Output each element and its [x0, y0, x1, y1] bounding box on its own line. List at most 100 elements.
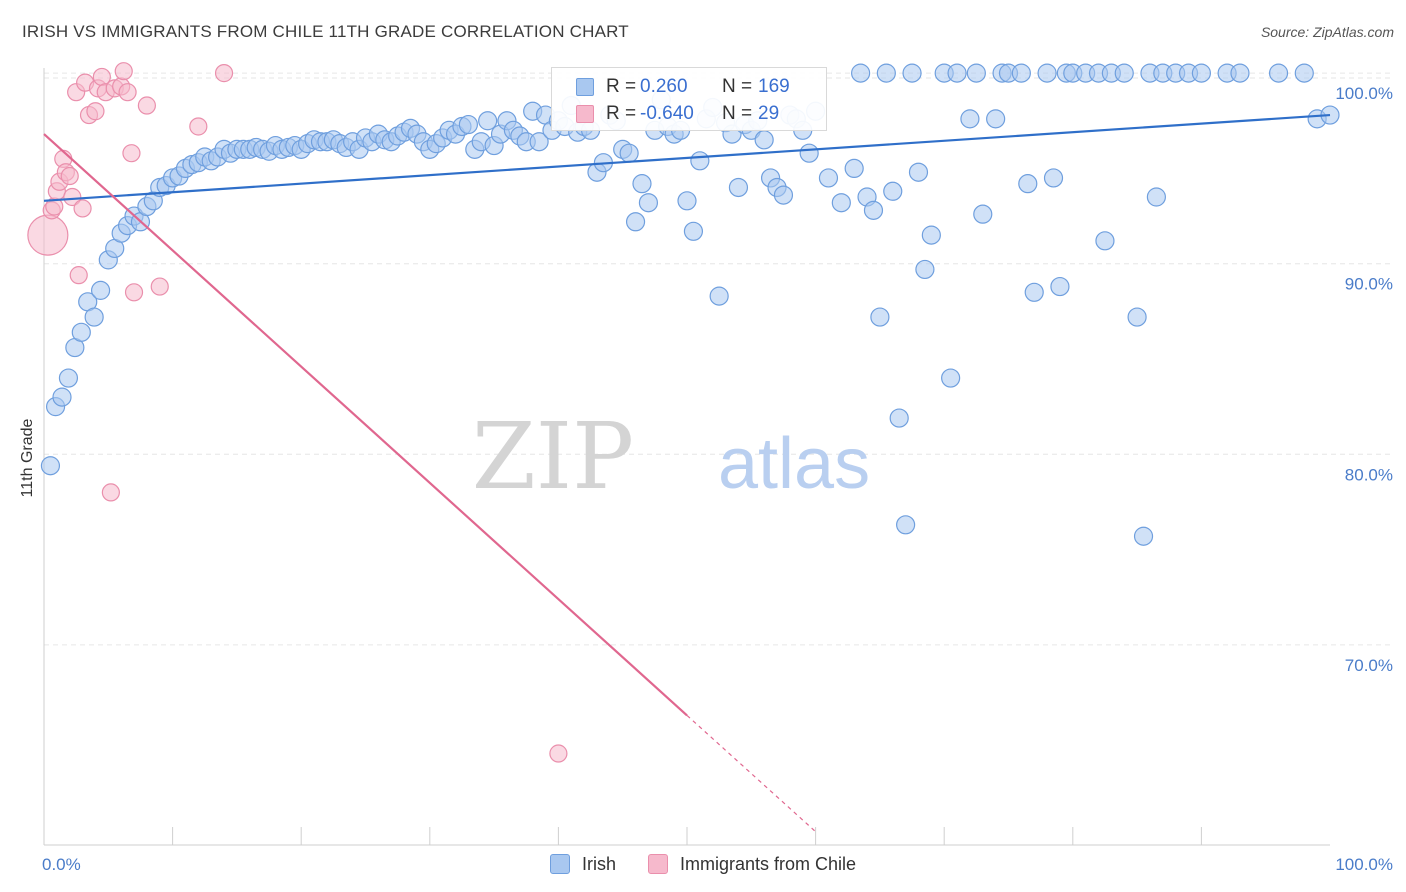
chart-title: IRISH VS IMMIGRANTS FROM CHILE 11TH GRAD…	[22, 22, 629, 41]
watermark: ZIP atlas	[472, 403, 870, 510]
source-label: Source: ZipAtlas.com	[1260, 24, 1394, 40]
irish-point	[638, 193, 659, 213]
irish-point	[799, 143, 819, 163]
irish-point	[677, 191, 697, 211]
trend-lines	[43, 113, 1331, 833]
legend-item-chile[interactable]: Immigrants from Chile	[647, 853, 857, 875]
irish-point	[71, 322, 91, 342]
axes	[43, 68, 1330, 846]
irish-point	[1095, 231, 1115, 251]
irish-point	[84, 307, 104, 327]
irish-point	[478, 111, 498, 131]
irish-point	[889, 408, 909, 428]
y-tick-label: 80.0%	[1345, 465, 1393, 484]
chile-point	[118, 83, 137, 102]
irish-legend-swatch	[549, 854, 570, 874]
chile-trend-line	[43, 133, 688, 717]
chile-point	[63, 187, 82, 207]
irish-point	[58, 368, 79, 388]
irish-point	[1268, 63, 1289, 83]
irish-point	[960, 109, 980, 129]
irish-point	[966, 63, 986, 83]
irish-point	[883, 181, 903, 201]
chile-point	[150, 277, 169, 296]
watermark-zip: ZIP	[472, 403, 634, 510]
irish-point	[754, 130, 774, 150]
irish-point	[1133, 526, 1154, 546]
stats-legend: R = 0.260 N = 169 R = -0.640 N = 29	[551, 67, 827, 131]
chile-point	[214, 64, 234, 83]
gridlines	[44, 72, 1392, 646]
chile-legend-swatch	[647, 854, 668, 874]
chile-point	[73, 199, 92, 218]
irish-point	[458, 114, 478, 135]
chile-r-label: R =	[606, 103, 637, 124]
series-legend: Irish Immigrants from Chile	[0, 852, 1406, 876]
y-tick-labels: 70.0% 80.0% 90.0% 100.0%	[1335, 84, 1393, 675]
chile-points	[27, 62, 568, 763]
irish-point	[90, 280, 111, 300]
irish-point	[1018, 174, 1038, 194]
x-tick-label-start: 0.0%	[42, 855, 81, 874]
chile-legend-label: Immigrants from Chile	[679, 853, 857, 874]
y-tick-label: 90.0%	[1345, 275, 1393, 294]
irish-point	[1024, 282, 1044, 302]
irish-point	[773, 185, 794, 205]
chile-swatch	[576, 105, 594, 123]
irish-point	[728, 177, 749, 198]
irish-point	[896, 515, 916, 535]
irish-point	[709, 286, 729, 306]
chile-point	[114, 62, 133, 81]
irish-point	[1294, 63, 1314, 83]
x-tick-label-end: 100.0%	[1335, 855, 1393, 874]
chile-trend-extension	[686, 714, 817, 833]
chile-point	[124, 283, 144, 302]
chile-point	[122, 144, 141, 163]
irish-point	[683, 221, 704, 241]
irish-point	[947, 63, 967, 83]
irish-trend-line	[43, 113, 1331, 202]
irish-point	[973, 204, 993, 224]
irish-point	[831, 193, 851, 213]
irish-legend-label: Irish	[581, 853, 616, 874]
irish-point	[625, 212, 646, 232]
irish-r-label: R =	[606, 76, 637, 97]
y-tick-label: 70.0%	[1345, 656, 1393, 675]
irish-point	[1043, 168, 1064, 188]
irish-point	[690, 151, 710, 171]
irish-point	[1037, 63, 1057, 83]
irish-point	[908, 162, 929, 182]
legend-item-irish[interactable]: Irish	[549, 853, 616, 875]
chile-point	[101, 483, 120, 502]
watermark-atlas: atlas	[718, 424, 870, 504]
irish-point	[1191, 63, 1212, 83]
chile-point	[86, 102, 105, 121]
irish-point	[1050, 276, 1070, 297]
irish-point	[844, 158, 864, 179]
irish-point	[921, 225, 941, 245]
legend-row-chile: R = -0.640 N = 29	[576, 103, 779, 125]
irish-point	[619, 143, 639, 163]
chile-n-value: 29	[758, 103, 780, 124]
irish-point	[876, 63, 896, 83]
chile-point	[189, 117, 208, 136]
x-tick-labels: 0.0% 100.0%	[42, 855, 1393, 874]
chile-n-label: N =	[722, 103, 753, 124]
chile-point	[69, 266, 88, 285]
irish-point	[632, 174, 652, 194]
irish-point	[818, 168, 839, 188]
irish-point	[902, 63, 922, 83]
irish-point	[1146, 187, 1166, 207]
chile-point	[60, 166, 79, 186]
irish-point	[851, 63, 871, 83]
irish-point	[40, 456, 61, 476]
irish-n-value: 169	[758, 76, 790, 97]
irish-point	[986, 109, 1006, 129]
irish-points	[40, 63, 1340, 546]
irish-point	[941, 368, 961, 388]
chile-r-value: -0.640	[640, 103, 694, 124]
legend-row-irish: R = 0.260 N = 169	[576, 76, 790, 98]
irish-point	[1011, 63, 1031, 83]
irish-n-label: N =	[722, 76, 753, 97]
